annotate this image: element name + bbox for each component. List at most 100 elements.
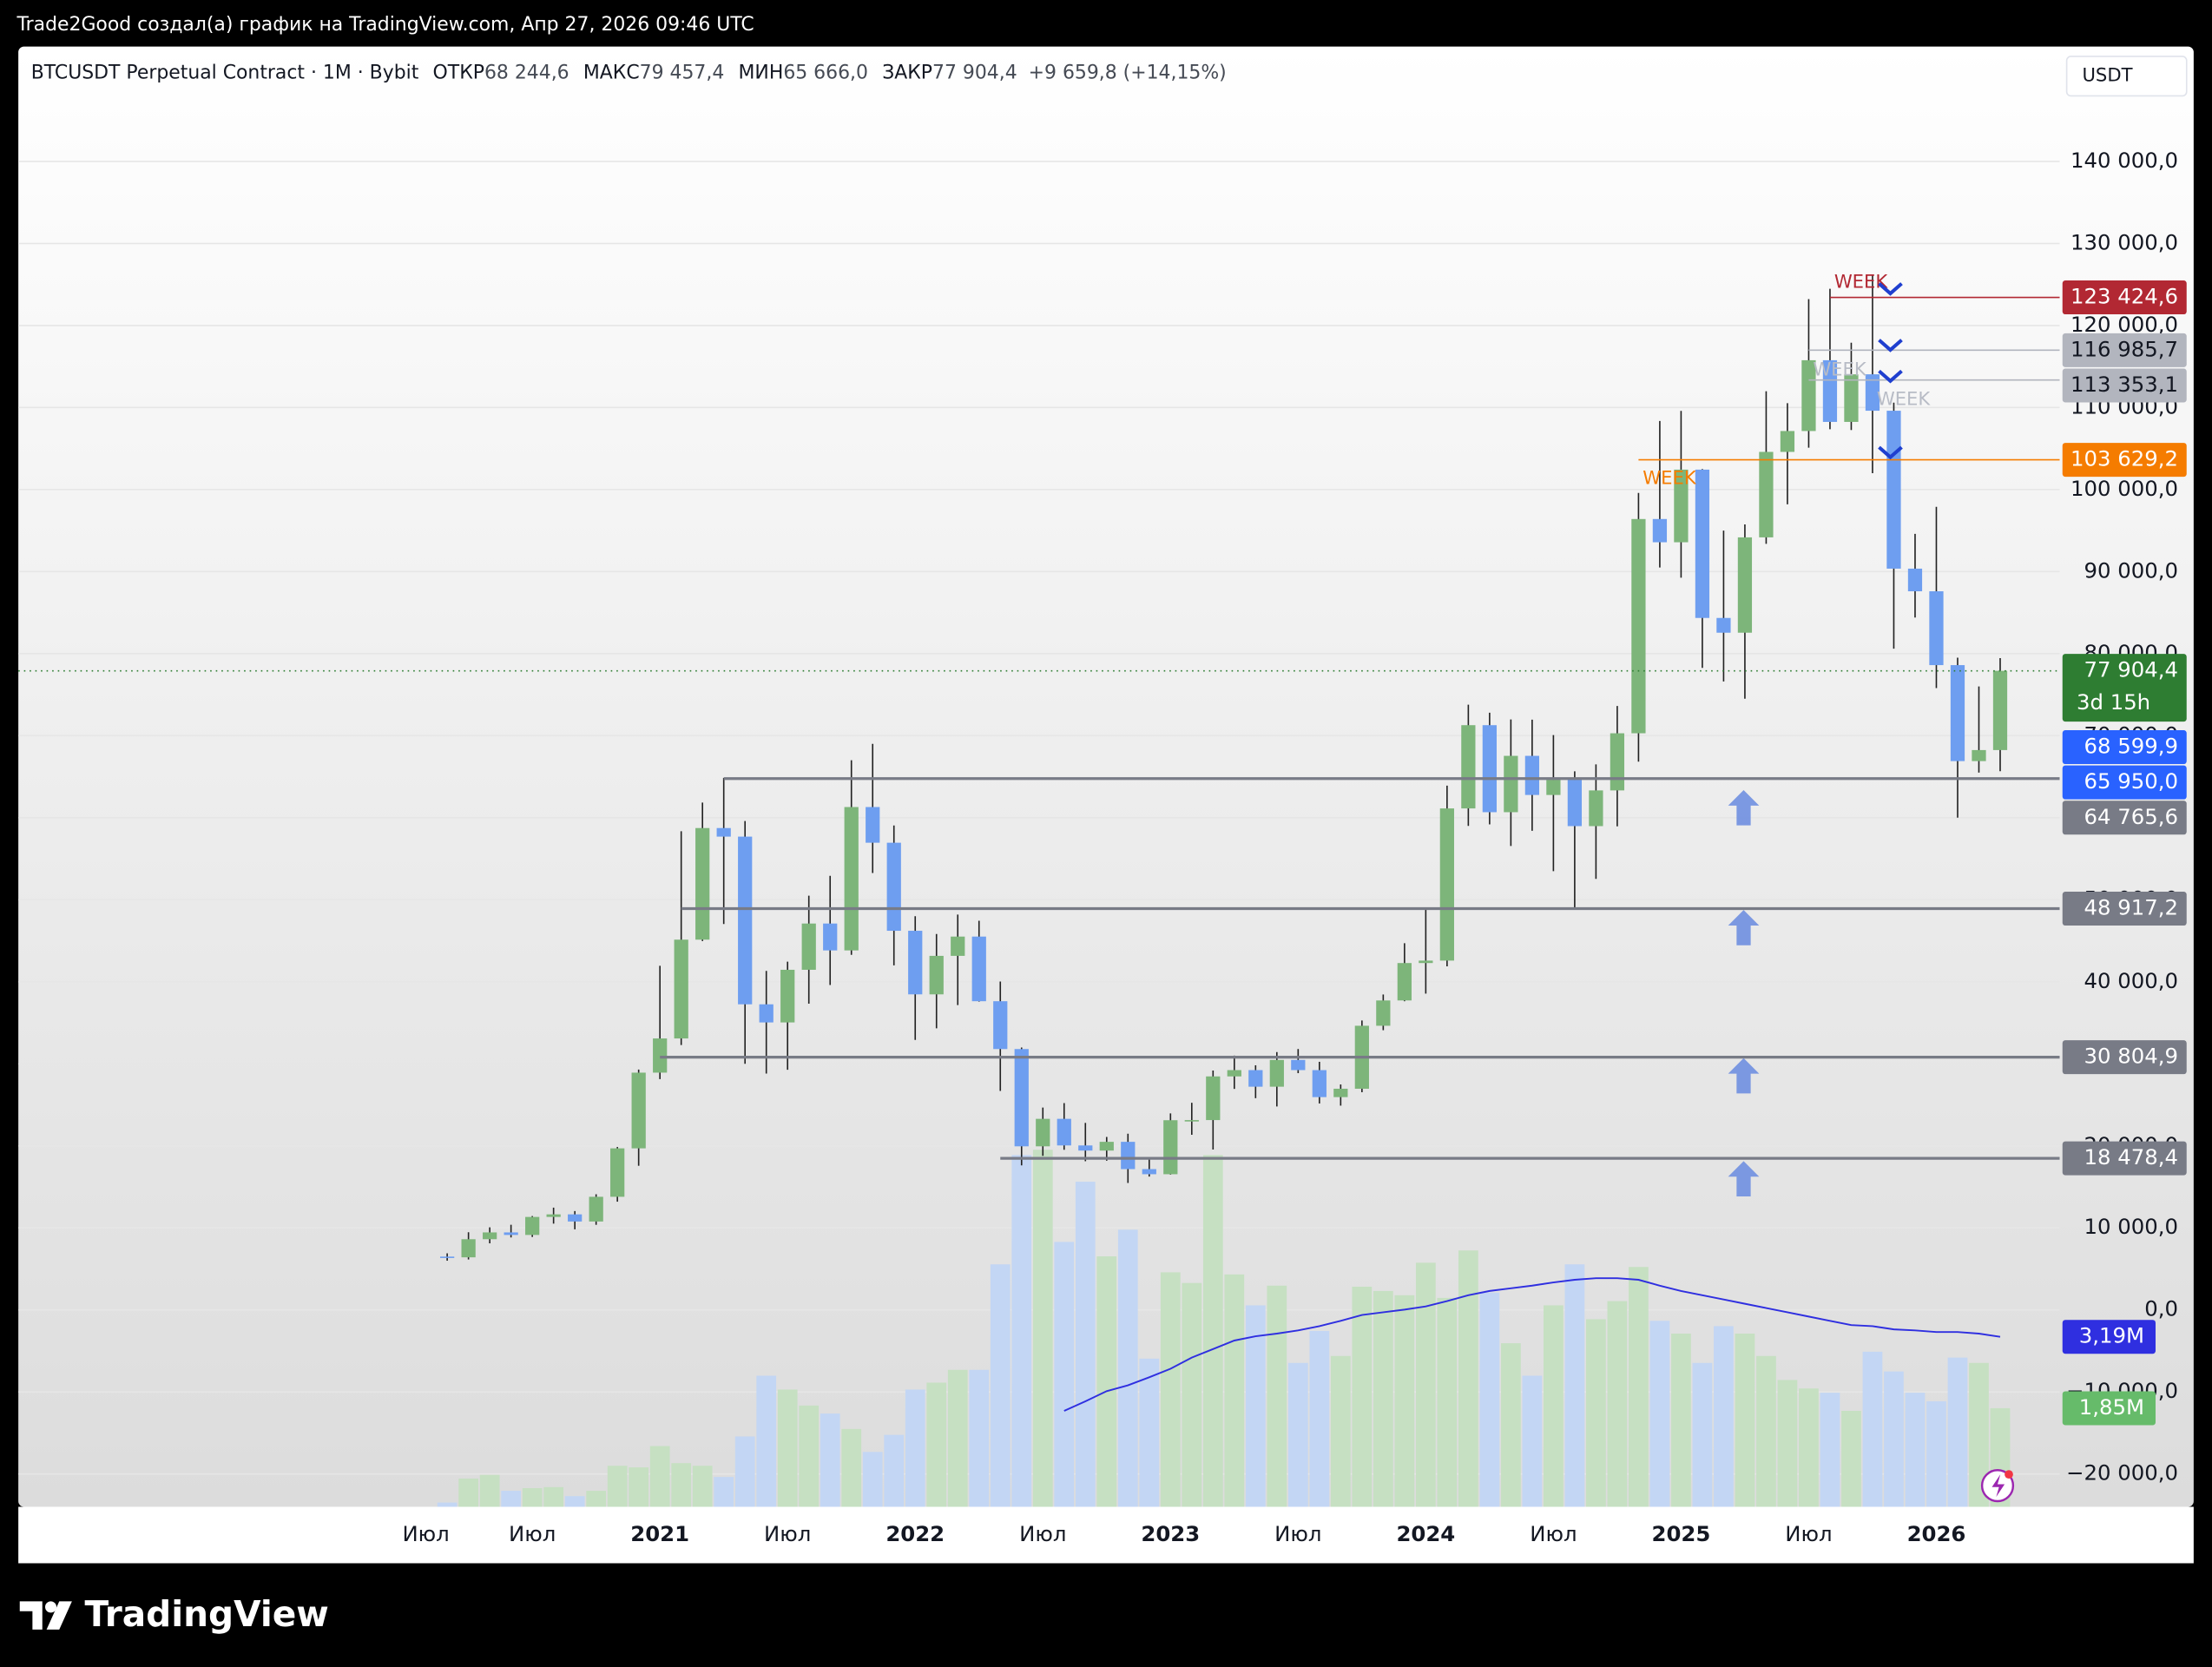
- legend-value: 65 666,0: [783, 62, 868, 83]
- level-price-label: 64 765,6: [2084, 804, 2178, 829]
- alert-bolt: [1991, 1474, 2005, 1498]
- candle-body: [908, 931, 923, 995]
- brand-logo: [19, 1601, 72, 1630]
- candle-body: [1950, 665, 1965, 761]
- price-label-bg: [2062, 765, 2187, 800]
- brand: TradingView: [85, 1593, 329, 1635]
- countdown: 3d 15h: [2077, 689, 2150, 715]
- candle-body: [1524, 755, 1540, 795]
- volume-bar: [458, 1478, 479, 1507]
- candle-body: [1397, 963, 1412, 1001]
- candle-body: [1504, 755, 1518, 813]
- candle-body: [461, 1239, 476, 1258]
- legend-key: ОТКР: [433, 62, 484, 83]
- level-price-label: 113 353,1: [2070, 372, 2178, 397]
- candle-body: [759, 1004, 774, 1023]
- volume-bar: [671, 1463, 692, 1507]
- candle-body: [1312, 1070, 1327, 1097]
- candle-body: [1036, 1118, 1050, 1147]
- legend-key: МАКС: [583, 62, 640, 83]
- y-tick-label: 120 000,0: [2070, 312, 2178, 337]
- volume-bar: [437, 1502, 458, 1507]
- volume-bar: [1905, 1393, 1926, 1507]
- volume-bar: [1224, 1274, 1245, 1507]
- volume-bar: [501, 1491, 522, 1507]
- currency[interactable]: USDT: [2082, 64, 2132, 86]
- candle-body: [1801, 359, 1816, 432]
- candle-body: [1057, 1118, 1071, 1146]
- volume-bar: [1373, 1290, 1393, 1507]
- candle-body: [823, 923, 838, 951]
- volume-bar: [1117, 1229, 1138, 1507]
- candle-body: [993, 1001, 1008, 1050]
- up-arrow-icon: [1728, 789, 1760, 826]
- candle-body: [1163, 1120, 1178, 1175]
- volume-bar: [1820, 1393, 1840, 1507]
- y-tick-label: 100 000,0: [2070, 476, 2178, 501]
- volume-bar: [1586, 1319, 1606, 1507]
- volume-bar: [734, 1436, 755, 1507]
- volume-bar: [990, 1264, 1011, 1507]
- volume-bar: [1139, 1358, 1160, 1507]
- volume-bar: [1245, 1305, 1266, 1507]
- annotation: WEEK: [1877, 388, 1932, 410]
- volume-bar: [756, 1375, 777, 1507]
- x-tick-label: 2025: [1652, 1521, 1711, 1546]
- y-tick-label: 130 000,0: [2070, 229, 2178, 254]
- volume-bar: [629, 1467, 649, 1507]
- volume-bar: [969, 1369, 990, 1507]
- volume-bar: [1352, 1286, 1373, 1507]
- volume-bar: [1522, 1375, 1543, 1507]
- time-axis-background: [18, 1506, 2194, 1564]
- level-price-label-bg: [2062, 280, 2187, 315]
- candle-body: [1992, 670, 2008, 750]
- x-tick-label: 2024: [1396, 1521, 1455, 1546]
- level-price-label: 123 424,6: [2070, 284, 2178, 309]
- candle-body: [483, 1232, 497, 1240]
- candle-body: [1865, 374, 1880, 412]
- legend-value: 68 244,6: [484, 62, 569, 83]
- volume-label-bg: [2062, 1320, 2156, 1354]
- candle-body: [801, 923, 816, 970]
- level-price-label-bg: [2062, 443, 2187, 478]
- candle-body: [1291, 1059, 1306, 1071]
- annotation: WEEK: [1813, 358, 1867, 379]
- annotation: WEEK: [1643, 467, 1697, 489]
- volume-bar: [1564, 1264, 1585, 1507]
- candle-body: [631, 1072, 646, 1149]
- candle-body: [1674, 469, 1689, 543]
- candle-body: [1716, 617, 1731, 633]
- legend: BTCUSDT Perpetual Contract · 1M · Bybit О…: [31, 62, 1227, 83]
- volume-bar: [1479, 1292, 1500, 1507]
- candle-body: [1652, 518, 1668, 543]
- legend-value: 79 457,4: [640, 62, 725, 83]
- volume-bar: [1777, 1380, 1798, 1507]
- level-price-label: 48 917,2: [2084, 895, 2178, 920]
- volume-bar: [564, 1496, 585, 1507]
- currency-box[interactable]: [2065, 56, 2188, 97]
- x-tick-label: 2026: [1907, 1521, 1966, 1546]
- candle-body: [525, 1216, 540, 1235]
- level-price-label-bg: [2062, 333, 2187, 367]
- candle-body: [738, 836, 753, 1005]
- volume-bar: [1075, 1182, 1096, 1507]
- candle-body: [1695, 469, 1710, 618]
- volume-bar: [1862, 1351, 1883, 1507]
- x-tick-label: Июл: [1019, 1521, 1066, 1546]
- candle-body: [1759, 451, 1774, 537]
- volume-bar: [1735, 1334, 1755, 1507]
- attribution: Trade2Good создал(а) график на TradingVi…: [16, 14, 754, 36]
- candle-body: [1461, 725, 1476, 809]
- candle-body: [886, 842, 901, 932]
- volume-bar: [820, 1413, 840, 1507]
- down-chevron-icon: [1878, 339, 1903, 353]
- x-axis: Июл 2021 Июл 2022 Июл 2023 Июл 2024 Июл 2025 Июл 20…: [402, 1521, 1965, 1546]
- volume-bar: [947, 1369, 968, 1507]
- volume-bar: [1969, 1362, 1989, 1507]
- volume-bar: [1394, 1295, 1415, 1507]
- y-tick-label: 10 000,0: [2084, 1214, 2178, 1239]
- candle-body: [780, 969, 795, 1023]
- volume-bar: [1437, 1297, 1458, 1507]
- candle-body: [1333, 1088, 1348, 1097]
